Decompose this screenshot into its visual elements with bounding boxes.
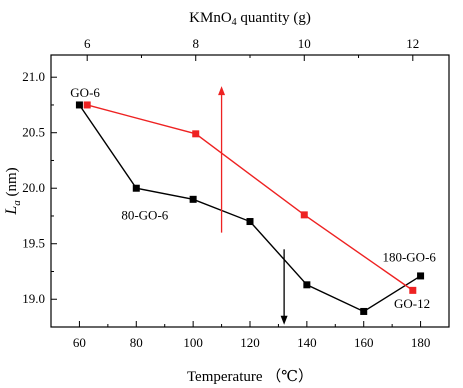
data-point (246, 218, 254, 226)
y-tick-label: 20.5 (22, 125, 45, 140)
x2-axis-title-rest: quantity (g) (237, 10, 311, 26)
y-tick-label: 21.0 (22, 69, 45, 84)
series-line (87, 104, 414, 291)
plot-frame (50, 54, 450, 328)
x2-tick-label: 10 (298, 36, 311, 51)
y-tick-label: 19.5 (22, 236, 45, 251)
data-point (417, 272, 425, 280)
x2-tick-label: 12 (406, 36, 419, 51)
x-tick-label: 80 (130, 335, 143, 350)
data-point (132, 184, 140, 192)
x-tick-label: 140 (297, 335, 317, 350)
annotation-layer: GO-6 80-GO-6 180-GO-6 GO-12 (70, 85, 436, 311)
x2-axis-title-sub: 4 (232, 17, 237, 28)
x-tick-label: 100 (183, 335, 203, 350)
y-axis-title-unit: (nm) (4, 167, 20, 200)
x-tick-label: 160 (354, 335, 374, 350)
x-tick-label: 180 (411, 335, 431, 350)
x2-tick-label: 8 (192, 36, 199, 51)
data-point (83, 101, 91, 109)
y-axis-title-sub: a (11, 200, 23, 206)
y-axis-title-main: L (3, 206, 20, 216)
data-point (192, 130, 200, 138)
arrow-layer (218, 86, 288, 325)
series-layer (75, 101, 425, 315)
x2-axis-title-main: KMnO (189, 10, 232, 26)
x-tick-label: 120 (240, 335, 260, 350)
y-tick-label: 20.0 (22, 180, 45, 195)
data-point (300, 211, 308, 219)
data-point (303, 281, 311, 289)
data-point (409, 286, 417, 294)
tick-labels: 60 80 100 120 140 160 180 6 8 10 12 19.0 19.5 20.0 20.… (22, 36, 430, 350)
data-point (360, 307, 368, 315)
x-axis-title: Temperature （℃） (187, 368, 313, 385)
data-point (189, 195, 197, 203)
y-tick-label: 19.0 (22, 291, 45, 306)
arrow-head (280, 315, 288, 325)
axis-ticks (51, 55, 422, 327)
y-axis-title: La (nm) (3, 167, 23, 215)
annotation-label: 180-GO-6 (382, 249, 436, 264)
arrow-head (218, 86, 226, 96)
annotation-label: GO-12 (394, 296, 430, 311)
data-point (75, 101, 83, 109)
x2-axis-title: KMnO4 quantity (g) (189, 10, 311, 28)
annotation-label: 80-GO-6 (121, 207, 168, 222)
annotation-label: GO-6 (70, 85, 100, 100)
x2-tick-label: 6 (84, 36, 91, 51)
x-tick-label: 60 (73, 335, 86, 350)
